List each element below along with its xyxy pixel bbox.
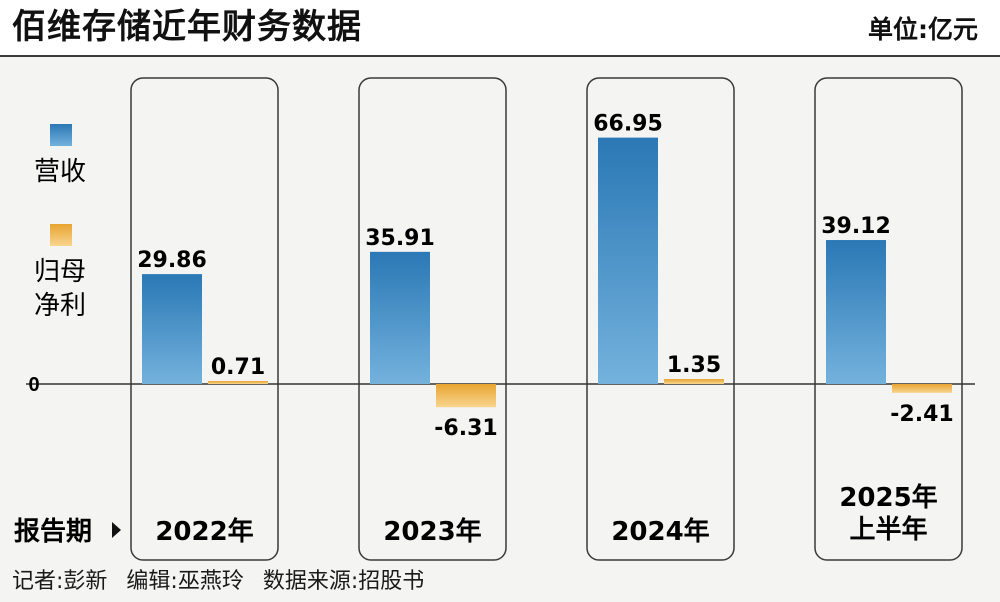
year-panels — [130, 77, 963, 561]
period-label: 报告期 — [14, 516, 92, 547]
category-label: 2024年 — [611, 516, 709, 547]
legend-profit-label-line2: 净利 — [34, 291, 86, 321]
profit-bar — [892, 384, 952, 393]
bars — [142, 137, 952, 408]
legend-revenue-swatch — [50, 124, 72, 146]
bar-chart: 0 29.86 0.71 35.91 -6.31 66.95 1.35 39.12 -2.41… — [14, 77, 975, 561]
profit-value-label: -2.41 — [890, 402, 953, 427]
profit-bar — [208, 381, 268, 384]
credit-line: 记者:彭新 编辑:巫燕玲 数据来源:招股书 — [12, 567, 436, 597]
revenue-bar — [142, 274, 202, 384]
category-label: 2025年 — [839, 482, 937, 513]
revenue-value-label: 35.91 — [365, 226, 435, 251]
header: 佰维存储近年财务数据 单位:亿元 — [0, 0, 1000, 57]
category-label: 2023年 — [383, 516, 481, 547]
revenue-value-label: 29.86 — [137, 248, 207, 273]
year-panel — [586, 77, 735, 561]
profit-value-label: 0.71 — [211, 355, 265, 380]
revenue-value-label: 66.95 — [593, 112, 663, 137]
year-panel — [358, 77, 507, 561]
chart-title: 佰维存储近年财务数据 — [12, 7, 362, 47]
period-arrow-icon — [112, 522, 121, 538]
revenue-bar — [598, 137, 658, 384]
value-labels: 29.86 0.71 35.91 -6.31 66.95 1.35 39.12 -2.41 — [137, 112, 954, 442]
source-credit: 数据来源:招股书 — [262, 569, 425, 594]
legend-profit-swatch — [50, 224, 72, 246]
editor-credit: 编辑:巫燕玲 — [126, 569, 244, 594]
unit-label: 单位:亿元 — [868, 15, 978, 44]
profit-bar — [664, 379, 724, 384]
year-panel — [814, 77, 963, 561]
category-label: 上半年 — [849, 514, 927, 545]
revenue-bar — [826, 240, 886, 384]
profit-value-label: -6.31 — [434, 416, 497, 441]
reporter-credit: 记者:彭新 — [12, 569, 108, 594]
revenue-value-label: 39.12 — [821, 214, 891, 239]
year-panel — [130, 77, 279, 561]
profit-bar — [436, 384, 496, 408]
legend-profit-label-line1: 归母 — [34, 257, 86, 287]
zero-tick-label: 0 — [28, 374, 39, 396]
profit-value-label: 1.35 — [667, 353, 721, 378]
category-label: 2022年 — [155, 516, 253, 547]
legend-revenue-label: 营收 — [34, 157, 86, 187]
revenue-bar — [370, 251, 430, 384]
